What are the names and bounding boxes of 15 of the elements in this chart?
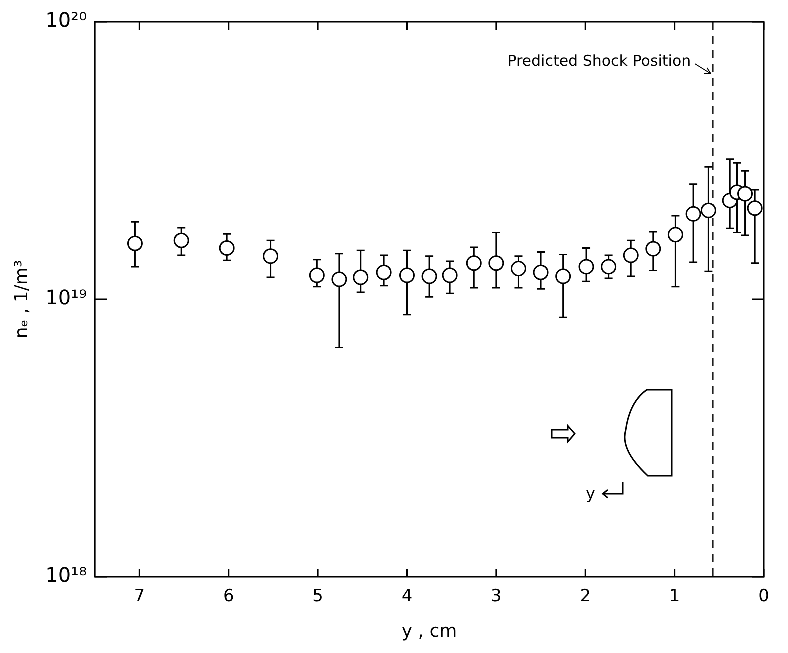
x-tick-label: 2 [580, 586, 592, 607]
annotation: y [586, 484, 596, 503]
x-tick-label: 3 [491, 586, 502, 607]
ref-line-label: Predicted Shock Position [508, 52, 692, 70]
x-tick-label: 1 [669, 586, 680, 607]
y-tick-label: 10¹⁸ [46, 563, 88, 588]
x-tick-label: 4 [402, 586, 413, 607]
x-tick-label: 0 [758, 586, 770, 607]
y-tick-label: 10²⁰ [46, 8, 88, 32]
y-tick-label: 10¹⁹ [46, 286, 88, 310]
x-tick-label: 6 [223, 586, 234, 607]
x-tick-label: 5 [312, 586, 324, 607]
x-tick-label: 7 [134, 586, 146, 607]
x-axis-title: y , cm [402, 620, 458, 642]
y-axis-title: nₑ , 1/m³ [11, 260, 32, 339]
